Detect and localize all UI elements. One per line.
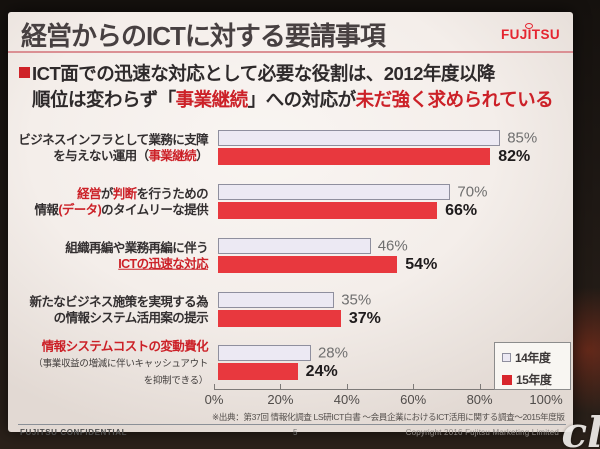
footer-divider — [18, 424, 566, 425]
text-segment: 組織再編や業務再編に伴う — [65, 240, 208, 255]
text-segment: ICTの迅速な対応 — [118, 257, 208, 271]
category-label: 組織再編や業務再編に伴う ICTの迅速な対応 — [12, 240, 208, 273]
x-tick-label: 0% — [204, 392, 224, 407]
text-segment: 判断 — [112, 186, 137, 201]
value-label: 24% — [305, 362, 338, 380]
confidential-label: FUJITSU CONFIDENTIAL — [20, 428, 128, 437]
value-label: 28% — [317, 344, 348, 362]
text-segment: ICT面での迅速な対応として必要な役割は、2012年度以降 — [32, 63, 495, 84]
category-label: ビジネスインフラとして業務に支障を与えない運用（事業継続） — [12, 132, 208, 165]
page-title: 経営からのICTに対する要請事項 — [21, 21, 386, 51]
copyright-label: Copyright 2016 Fujitsu Marketing Limited — [405, 428, 559, 437]
text-segment: ） — [196, 149, 209, 163]
legend-label: 15年度 — [516, 373, 552, 387]
text-segment: 順位は変わらず「 — [32, 88, 176, 110]
text-segment: 事業継続 — [148, 149, 197, 163]
bar-group: 28% 24% — [218, 345, 348, 380]
slide-statement: ICT面での迅速な対応として必要な役割は、2012年度以降 順位は変わらず「事業継… — [19, 61, 574, 112]
bar-14年度: 28% — [218, 345, 348, 362]
bar-group: 46% 54% — [218, 238, 437, 273]
bullet-square-icon — [19, 67, 30, 78]
bar-14年度: 85% — [218, 130, 537, 147]
text-segment: 新たなビジネス施策を実現する為 — [29, 294, 208, 309]
value-label: 82% — [498, 147, 531, 165]
bar-15年度: 54% — [218, 256, 437, 273]
value-label: 35% — [341, 291, 372, 309]
bar-group: 35% 37% — [218, 292, 381, 327]
chart-row: 組織再編や業務再編に伴う ICTの迅速な対応 46% 54% — [12, 238, 570, 274]
text-segment: 経営 — [77, 186, 101, 201]
text-segment: (データ) — [58, 203, 102, 217]
chart-row: 情報システムコストの変動費化 （事業収益の増減に伴いキャッシュアウトを抑制できる）… — [12, 340, 570, 387]
statement-text: ICT面での迅速な対応として必要な役割は、2012年度以降 順位は変わらず「事業継… — [32, 63, 554, 110]
bar-14年度: 46% — [218, 238, 408, 255]
x-axis-tick — [346, 384, 348, 389]
x-tick-label: 100% — [529, 392, 563, 407]
legend-item: 15年度 — [502, 371, 570, 388]
header-divider — [8, 51, 573, 53]
x-axis-line — [214, 389, 546, 390]
bar-14年度: 35% — [218, 292, 371, 309]
text-segment: （事業収益の増減に伴いキャッシュアウト — [33, 358, 208, 370]
chart-legend: 14年度 15年度 — [494, 342, 571, 390]
bar-group: 85% 82% — [218, 130, 537, 165]
value-label: 46% — [377, 237, 408, 255]
text-segment: 未だ強く求められている — [355, 88, 554, 110]
x-tick-label: 80% — [466, 392, 493, 407]
x-axis-tick — [413, 384, 415, 389]
category-label: 情報システムコストの変動費化 （事業収益の増減に伴いキャッシュアウトを抑制できる） — [12, 339, 208, 388]
bar-14年度: 70% — [218, 184, 487, 201]
chart-row: 経営が判断を行うための情報(データ)のタイムリーな提供 70% 66% — [12, 184, 570, 220]
page-number: 5 — [293, 428, 298, 437]
x-tick-label: 20% — [267, 392, 294, 407]
legend-swatch-light-icon — [502, 353, 511, 362]
bar-15年度: 66% — [218, 202, 477, 219]
value-label: 54% — [405, 255, 438, 273]
text-segment: ビジネスインフラとして業務に支障 — [18, 132, 208, 147]
text-segment: を与えない運用（ — [53, 149, 149, 163]
value-label: 66% — [445, 201, 478, 219]
x-axis-tick — [214, 384, 215, 389]
source-note: ※出典：第37回 情報化調査 LS研ICT白書 ～会員企業におけるICT活用に関… — [212, 412, 565, 422]
bar-15年度: 37% — [218, 310, 381, 327]
value-label: 37% — [348, 309, 381, 327]
text-segment: を行うための — [136, 186, 209, 201]
value-label: 70% — [457, 183, 488, 201]
category-label: 新たなビジネス施策を実現する為の情報システム活用案の提示 — [12, 294, 208, 327]
chart-row: ビジネスインフラとして業務に支障を与えない運用（事業継続） 85% 82% — [12, 130, 570, 166]
cnet-watermark: cl — [561, 408, 600, 449]
x-axis-tick — [479, 384, 481, 389]
legend-swatch-red-icon — [502, 374, 512, 385]
slide: 経営からのICTに対する要請事項 FUJITSU ICT面での迅速な対応として必… — [8, 12, 574, 437]
text-segment: を抑制できる） — [143, 375, 209, 387]
legend-item: 14年度 — [502, 349, 570, 366]
fujitsu-logo: FUJITSU — [500, 23, 560, 42]
legend-label: 14年度 — [515, 351, 551, 365]
text-segment: のタイムリーな提供 — [101, 203, 208, 217]
chart-row: 新たなビジネス施策を実現する為の情報システム活用案の提示 35% 37% — [12, 292, 570, 328]
value-label: 85% — [507, 129, 538, 147]
text-segment: 情報 — [34, 203, 59, 217]
category-label: 経営が判断を行うための情報(データ)のタイムリーな提供 — [12, 186, 209, 219]
text-segment: 情報システムコストの変動費化 — [41, 339, 209, 354]
x-tick-label: 40% — [333, 392, 360, 407]
bar-15年度: 24% — [218, 363, 338, 380]
bar-15年度: 82% — [218, 148, 530, 165]
x-axis-tick — [280, 384, 282, 389]
bar-group: 70% 66% — [218, 184, 487, 219]
x-tick-label: 60% — [400, 392, 427, 407]
text-segment: 」への対応が — [247, 88, 357, 110]
text-segment: が — [100, 186, 114, 201]
text-segment: の情報システム活用案の提示 — [53, 311, 209, 325]
text-segment: 事業継続 — [175, 88, 249, 110]
